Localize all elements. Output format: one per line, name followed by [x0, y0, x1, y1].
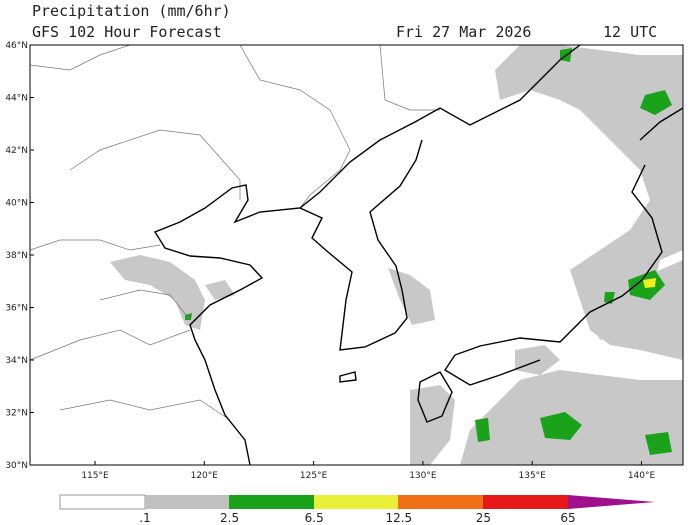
lon-label: 140°E: [628, 471, 656, 481]
subtitle: GFS 102 Hour Forecast: [32, 23, 222, 41]
title: Precipitation (mm/6hr): [32, 2, 231, 20]
lon-label: 125°E: [300, 471, 328, 481]
colorbar-label: 65: [560, 511, 575, 525]
precip: [110, 45, 683, 465]
lat-label: 38°N: [5, 251, 28, 261]
coastlines: [153, 44, 684, 466]
lat-label: 42°N: [5, 146, 28, 156]
lat-label: 30°N: [5, 461, 28, 471]
date: Fri 27 Mar 2026: [396, 23, 531, 41]
lat-label: 44°N: [5, 94, 28, 104]
lon-label: 130°E: [409, 471, 437, 481]
colorbar-label: 2.5: [220, 511, 239, 525]
colorbar-label: 25: [476, 511, 491, 525]
colorbar: [59, 494, 655, 510]
colorbar-label: 12.5: [385, 511, 412, 525]
borders: [29, 44, 440, 421]
lon-label: 135°E: [519, 471, 547, 481]
time: 12 UTC: [603, 23, 657, 41]
lat-label: 40°N: [5, 199, 28, 209]
lat-label: 32°N: [5, 409, 28, 419]
colorbar-label: .1: [139, 511, 150, 525]
colorbar-label: 6.5: [305, 511, 324, 525]
map: [29, 44, 684, 466]
lon-label: 115°E: [81, 471, 109, 481]
lat-label: 36°N: [5, 304, 28, 314]
lat-label: 46°N: [5, 41, 28, 51]
lat-label: 34°N: [5, 356, 28, 366]
lon-label: 120°E: [191, 471, 219, 481]
